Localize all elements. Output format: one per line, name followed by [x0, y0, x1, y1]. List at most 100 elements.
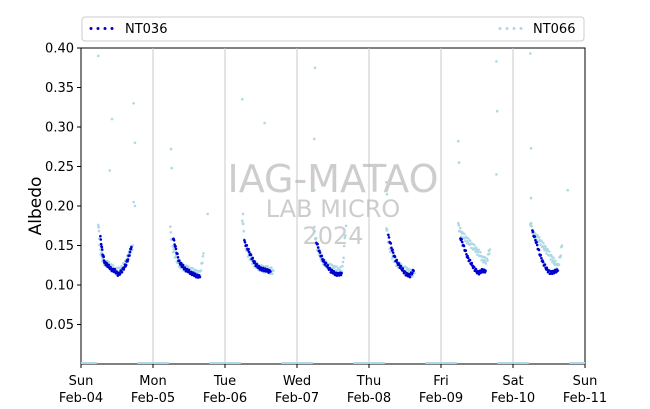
data-point: [550, 255, 554, 258]
x-tick-label-day: Tue: [213, 374, 236, 389]
data-point: [407, 270, 411, 274]
series-nt036: [99, 229, 559, 279]
data-point: [401, 267, 405, 270]
data-point: [537, 248, 541, 252]
data-point: [536, 234, 539, 237]
data-point: [539, 253, 543, 257]
data-point: [462, 244, 466, 248]
data-point: [464, 239, 467, 243]
data-point: [318, 251, 322, 254]
vertical-grid: [152, 48, 514, 364]
data-point: [253, 260, 256, 263]
data-point: [242, 229, 245, 233]
data-point: [484, 262, 488, 265]
data-point: [322, 258, 325, 262]
data-point: [474, 267, 478, 271]
data-point: [461, 231, 464, 234]
data-point: [488, 248, 492, 251]
data-point: [169, 231, 173, 234]
data-point: [390, 246, 393, 250]
data-point: [460, 240, 464, 244]
data-point: [99, 234, 102, 238]
data-point: [342, 256, 345, 260]
data-point: [391, 251, 395, 254]
data-point: [129, 247, 133, 251]
data-point: [462, 232, 466, 236]
data-point: [133, 141, 137, 145]
data-point: [243, 239, 246, 242]
watermark-line-1: IAG-MATAO: [227, 157, 438, 201]
data-point: [261, 266, 265, 270]
data-point: [102, 255, 105, 259]
data-point: [181, 263, 185, 267]
data-point: [105, 259, 109, 263]
data-point: [466, 240, 470, 243]
y-tick-label: 0.10: [45, 279, 74, 294]
data-point: [399, 262, 403, 266]
data-point: [549, 258, 552, 261]
data-point: [535, 240, 538, 244]
plot-frame: [80, 47, 586, 365]
data-point: [466, 256, 470, 260]
data-point: [551, 259, 555, 262]
data-point: [344, 224, 348, 228]
data-point: [554, 259, 557, 263]
data-point: [534, 238, 537, 242]
data-point: [385, 192, 389, 196]
watermark-line-2: LAB MICRO: [266, 195, 401, 223]
data-point: [535, 243, 539, 247]
data-point: [178, 259, 181, 262]
data-point: [169, 147, 173, 151]
x-tick-label-date: Feb-08: [347, 391, 391, 406]
data-point: [99, 242, 103, 246]
data-point: [495, 173, 498, 176]
data-point: [474, 246, 478, 249]
data-point: [320, 254, 324, 258]
data-point: [109, 265, 112, 269]
y-axis: 0.05 0.10 0.15 0.20 0.25 0.30 0.35 0.40: [45, 42, 81, 333]
data-point: [457, 224, 461, 227]
data-point: [99, 238, 103, 241]
data-point: [545, 266, 549, 270]
data-point: [344, 234, 347, 237]
data-point: [543, 249, 546, 252]
data-point: [314, 236, 318, 240]
data-point: [529, 52, 532, 55]
data-point: [529, 147, 533, 150]
data-point: [271, 269, 275, 273]
data-point: [495, 60, 498, 63]
data-point: [174, 245, 177, 248]
data-point: [483, 255, 486, 259]
data-point: [541, 260, 545, 264]
y-axis-label: Albedo: [26, 177, 46, 236]
data-point: [387, 233, 390, 237]
data-point: [111, 264, 115, 267]
data-point: [477, 273, 481, 276]
y-tick-label: 0.15: [45, 239, 74, 254]
data-point: [408, 275, 412, 279]
y-tick-label: 0.40: [45, 42, 74, 57]
data-point: [540, 256, 543, 260]
y-tick-label: 0.05: [45, 318, 74, 333]
x-tick-label-date: Feb-04: [59, 391, 103, 406]
data-point: [389, 242, 393, 245]
data-point: [176, 255, 180, 259]
data-point: [100, 248, 104, 251]
data-point: [340, 271, 343, 275]
data-point: [486, 259, 489, 262]
data-point: [202, 252, 205, 255]
data-point: [542, 241, 545, 245]
data-point: [399, 264, 403, 268]
legend-marker-nt066: [498, 27, 523, 30]
data-point: [187, 268, 191, 272]
data-point: [530, 224, 533, 228]
data-point: [540, 239, 543, 243]
data-point: [110, 117, 114, 121]
legend-label-nt036: NT036: [125, 22, 167, 37]
data-point: [537, 236, 541, 239]
x-axis: Sun Feb-04 Mon Feb-05 Tue Feb-06 Wed Feb-07 Thu F…: [59, 364, 607, 406]
data-point: [270, 266, 273, 269]
data-point: [176, 252, 179, 256]
data-point: [313, 230, 317, 233]
